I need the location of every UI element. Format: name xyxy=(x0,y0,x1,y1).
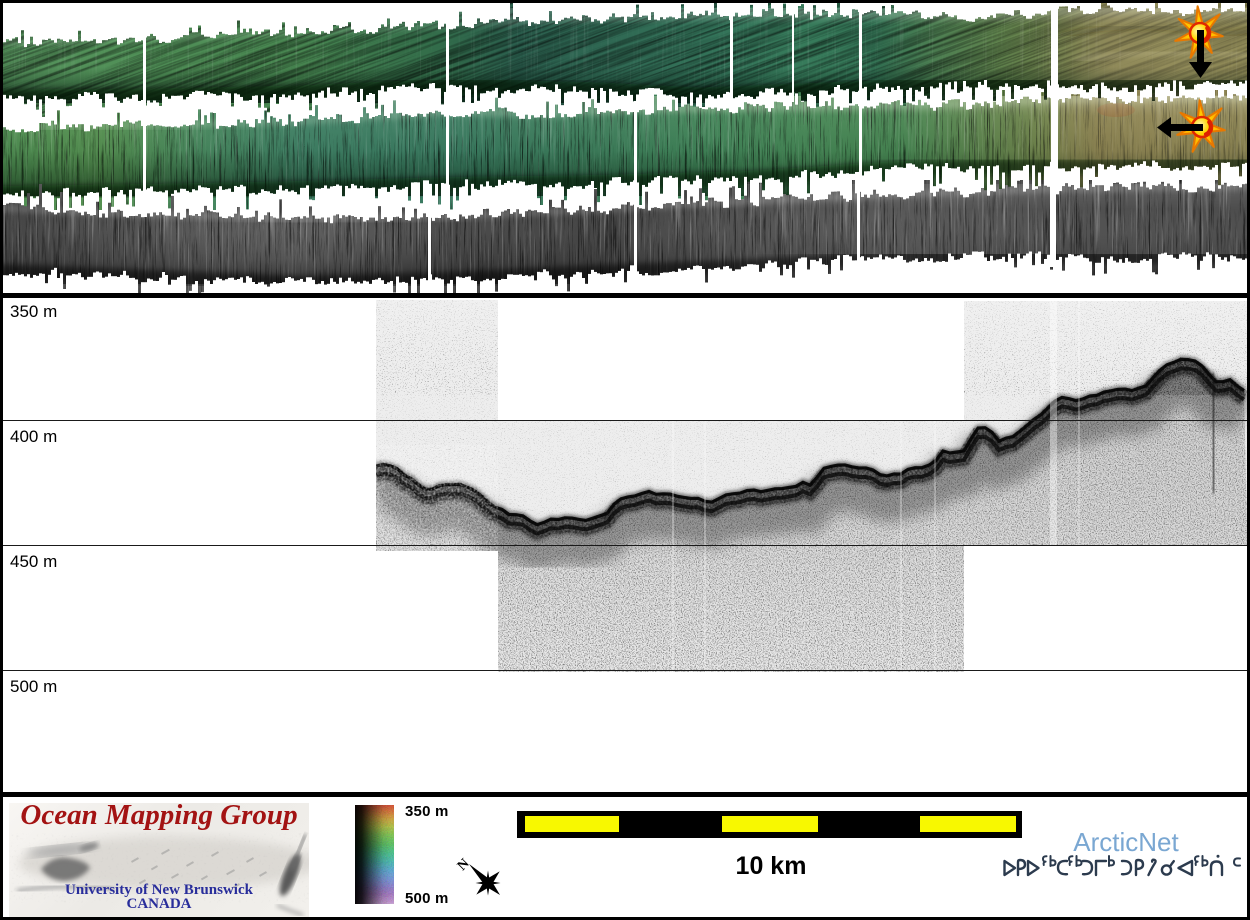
svg-text:N: N xyxy=(455,856,473,874)
